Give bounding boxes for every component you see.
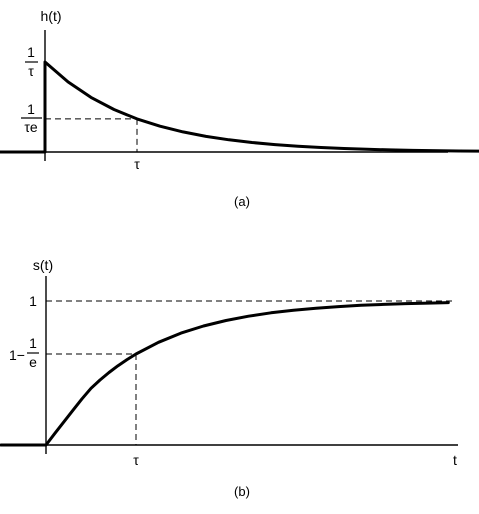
y-axis-label-a: h(t) [41,8,62,24]
y-tick-2-denominator: τe [24,119,38,135]
y-tick-label-1-over-tau-e: 1 τe [21,101,42,135]
impulse-response-chart: h(t) 1 τ 1 τe τ (a) [0,8,479,209]
x-tick-label-tau-a: τ [134,156,140,172]
y-tick-2-numerator: 1 [27,101,35,117]
y-tick-label-one: 1 [29,293,37,309]
x-axis-label-b: t [453,452,457,468]
y-tick-prefix: 1− [9,347,25,363]
h-curve [0,60,479,154]
panel-label-a: (a) [234,194,250,209]
y-tick-1-denominator: τ [28,63,34,79]
y-axis-label-b: s(t) [33,257,53,273]
y-tick-label-1-minus-1-over-e: 1− 1 e [9,335,39,370]
step-response-chart: s(t) 1 1− 1 e τ t (b) [0,257,458,499]
y-tick-1-numerator: 1 [27,44,35,60]
y-tick-b-numerator: 1 [29,335,37,351]
y-tick-label-1-over-tau: 1 τ [25,44,38,79]
y-tick-b-denominator: e [29,354,37,370]
s-curve [0,301,450,447]
panel-label-b: (b) [234,484,250,499]
x-tick-label-tau-b: τ [133,452,139,468]
